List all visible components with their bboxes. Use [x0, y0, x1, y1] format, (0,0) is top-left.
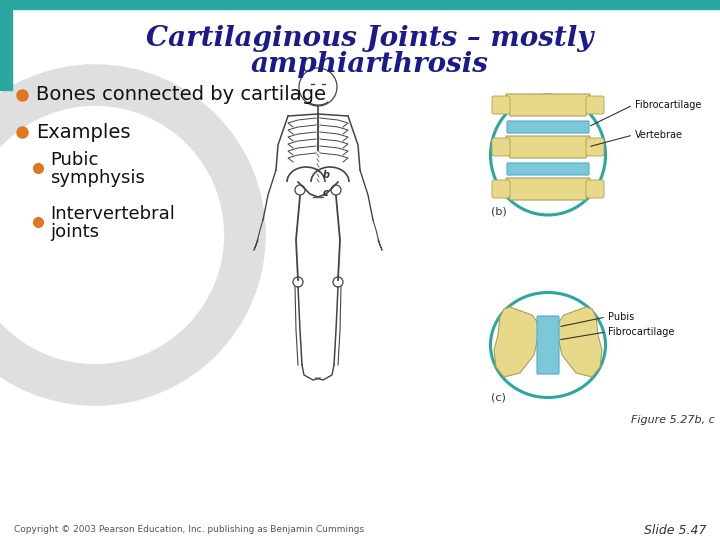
- Text: Figure 5.27b, c: Figure 5.27b, c: [631, 415, 715, 425]
- Text: b: b: [323, 170, 330, 180]
- Text: Pubis: Pubis: [608, 312, 634, 322]
- Text: Examples: Examples: [36, 123, 130, 141]
- Bar: [0, 10, 12, 90]
- Polygon shape: [558, 307, 602, 377]
- Text: (c): (c): [491, 392, 506, 402]
- FancyBboxPatch shape: [507, 163, 589, 175]
- Text: Cartilaginous Joints – mostly: Cartilaginous Joints – mostly: [146, 24, 594, 51]
- Text: Vertebrae: Vertebrae: [635, 130, 683, 140]
- FancyBboxPatch shape: [586, 138, 604, 156]
- FancyBboxPatch shape: [492, 138, 510, 156]
- Text: joints: joints: [50, 223, 99, 241]
- FancyBboxPatch shape: [537, 316, 559, 374]
- FancyBboxPatch shape: [492, 96, 510, 114]
- Bar: [0, 0, 720, 9]
- Text: Fibrocartilage: Fibrocartilage: [635, 100, 701, 110]
- Polygon shape: [506, 136, 590, 158]
- Text: Bones connected by cartilage: Bones connected by cartilage: [36, 85, 326, 105]
- Text: (b): (b): [491, 207, 507, 217]
- Text: symphysis: symphysis: [50, 169, 145, 187]
- Text: Fibrocartilage: Fibrocartilage: [608, 327, 675, 337]
- Text: Slide 5.47: Slide 5.47: [644, 523, 706, 537]
- Ellipse shape: [490, 95, 606, 215]
- Text: amphiarthrosis: amphiarthrosis: [251, 51, 489, 78]
- Polygon shape: [506, 94, 590, 116]
- FancyBboxPatch shape: [507, 121, 589, 133]
- FancyBboxPatch shape: [586, 96, 604, 114]
- Text: Pubic: Pubic: [50, 151, 99, 169]
- Text: Intervertebral: Intervertebral: [50, 205, 175, 223]
- Polygon shape: [506, 178, 590, 200]
- Polygon shape: [494, 307, 538, 377]
- FancyBboxPatch shape: [586, 180, 604, 198]
- FancyBboxPatch shape: [492, 180, 510, 198]
- Ellipse shape: [490, 293, 606, 397]
- Text: Copyright © 2003 Pearson Education, Inc. publishing as Benjamin Cummings: Copyright © 2003 Pearson Education, Inc.…: [14, 525, 364, 535]
- Text: c: c: [323, 188, 329, 198]
